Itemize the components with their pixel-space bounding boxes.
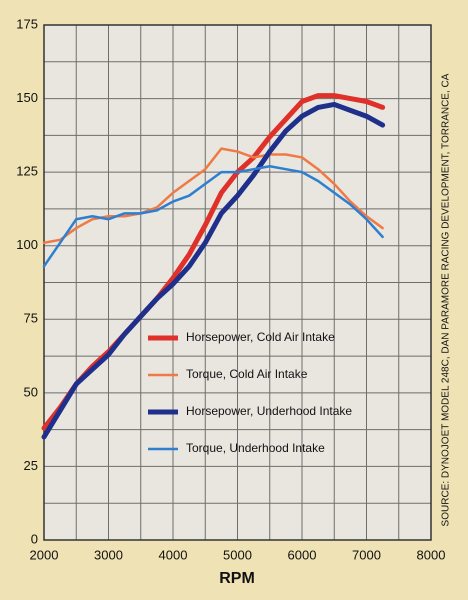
source-note: SOURCE: DYNOJOET MODEL 248C, DAN PARAMOR…	[441, 73, 452, 526]
legend-label: Horsepower, Underhood Intake	[186, 404, 352, 418]
x-axis-label: RPM	[219, 570, 255, 587]
x-tick-label: 5000	[223, 547, 252, 562]
x-tick-label: 6000	[288, 547, 317, 562]
x-tick-label: 3000	[94, 547, 123, 562]
legend-label: Horsepower, Cold Air Intake	[186, 330, 335, 344]
x-tick-label: 2000	[30, 547, 59, 562]
y-tick-label: 25	[24, 458, 38, 473]
x-tick-label: 8000	[417, 547, 446, 562]
y-tick-label: 0	[31, 531, 38, 546]
y-tick-label: 100	[16, 237, 38, 252]
y-tick-label: 125	[16, 164, 38, 179]
y-tick-label: 175	[16, 16, 38, 31]
x-tick-label: 4000	[159, 547, 188, 562]
series-line	[42, 165, 384, 268]
y-tick-label: 50	[24, 384, 38, 399]
legend-label: Torque, Underhood Intake	[186, 441, 325, 455]
legend-label: Torque, Cold Air Intake	[186, 367, 308, 381]
y-tick-label: 75	[24, 311, 38, 326]
plot-frame	[43, 24, 432, 541]
series-line	[41, 101, 386, 440]
y-tick-label: 150	[16, 90, 38, 105]
x-tick-label: 7000	[352, 547, 381, 562]
